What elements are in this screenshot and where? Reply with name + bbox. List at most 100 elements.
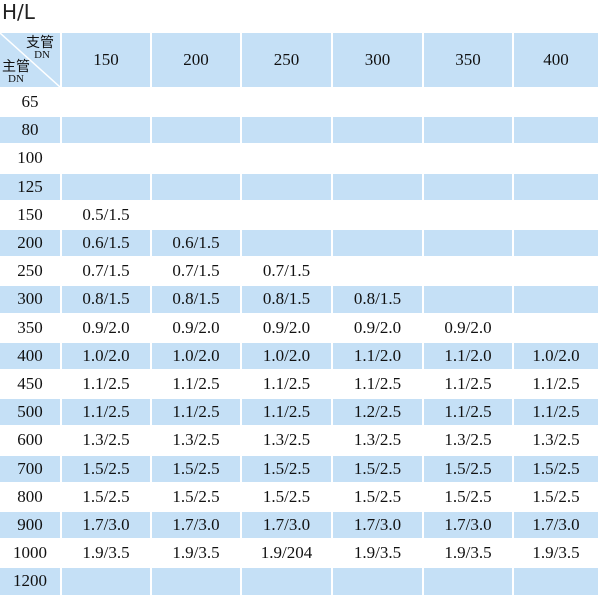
value-cell: 1.5/2.5: [152, 483, 242, 512]
value-cell: [152, 89, 242, 118]
value-cell: 1.1/2.5: [514, 399, 600, 428]
value-cell: 1.7/3.0: [152, 512, 242, 541]
value-cell: 0.6/1.5: [62, 230, 152, 259]
value-cell: 1.7/3.0: [62, 512, 152, 541]
column-header: 200: [152, 33, 242, 89]
corner-label: DN: [34, 49, 50, 61]
value-cell: 1.5/2.5: [514, 483, 600, 512]
value-cell: 1.1/2.5: [333, 371, 424, 400]
row-label: 450: [0, 371, 62, 400]
value-cell: [242, 89, 333, 118]
value-cell: [242, 173, 333, 202]
row-label: 350: [0, 314, 62, 343]
value-cell: [514, 173, 600, 202]
row-label: 150: [0, 201, 62, 230]
row-label: 700: [0, 455, 62, 484]
row-label: 80: [0, 117, 62, 146]
column-header: 350: [424, 33, 514, 89]
value-cell: 1.2/2.5: [333, 399, 424, 428]
row-label: 400: [0, 342, 62, 371]
value-cell: 1.3/2.5: [514, 427, 600, 456]
value-cell: [333, 258, 424, 287]
value-cell: [514, 258, 600, 287]
value-cell: 1.9/3.5: [62, 540, 152, 569]
value-cell: 1.1/2.5: [152, 371, 242, 400]
value-cell: 1.1/2.5: [242, 371, 333, 400]
value-cell: 1.7/3.0: [514, 512, 600, 541]
value-cell: 1.5/2.5: [62, 483, 152, 512]
value-cell: 1.1/2.0: [424, 342, 514, 371]
value-cell: [62, 89, 152, 118]
value-cell: 0.9/2.0: [62, 314, 152, 343]
value-cell: [514, 230, 600, 259]
title: H/L: [2, 0, 35, 24]
value-cell: 1.3/2.5: [62, 427, 152, 456]
value-cell: [152, 145, 242, 174]
value-cell: 1.7/3.0: [242, 512, 333, 541]
row-label: 900: [0, 512, 62, 541]
value-cell: 1.1/2.5: [424, 371, 514, 400]
value-cell: [333, 117, 424, 146]
value-cell: [62, 117, 152, 146]
value-cell: 1.3/2.5: [424, 427, 514, 456]
value-cell: 0.7/1.5: [62, 258, 152, 287]
value-cell: 1.5/2.5: [424, 483, 514, 512]
row-label: 250: [0, 258, 62, 287]
value-cell: [333, 568, 424, 597]
value-cell: 1.5/2.5: [333, 483, 424, 512]
value-cell: [514, 145, 600, 174]
value-cell: 1.3/2.5: [333, 427, 424, 456]
value-cell: 1.9/3.5: [152, 540, 242, 569]
value-cell: 1.5/2.5: [152, 455, 242, 484]
corner-label: DN: [8, 73, 24, 85]
value-cell: [242, 230, 333, 259]
value-cell: [62, 568, 152, 597]
value-cell: 1.1/2.5: [62, 399, 152, 428]
value-cell: [514, 314, 600, 343]
value-cell: 0.8/1.5: [62, 286, 152, 315]
value-cell: [333, 89, 424, 118]
value-cell: 0.9/2.0: [152, 314, 242, 343]
value-cell: 1.1/2.5: [152, 399, 242, 428]
row-label: 100: [0, 145, 62, 174]
value-cell: [242, 145, 333, 174]
value-cell: [424, 201, 514, 230]
row-label: 125: [0, 173, 62, 202]
value-cell: 1.9/204: [242, 540, 333, 569]
value-cell: 1.3/2.5: [242, 427, 333, 456]
value-cell: [333, 201, 424, 230]
corner-label: 主管: [2, 60, 30, 75]
value-cell: [514, 201, 600, 230]
column-header: 400: [514, 33, 600, 89]
value-cell: [152, 117, 242, 146]
value-cell: [514, 568, 600, 597]
value-cell: 0.6/1.5: [152, 230, 242, 259]
value-cell: [424, 89, 514, 118]
value-cell: [152, 201, 242, 230]
value-cell: [152, 173, 242, 202]
value-cell: [424, 568, 514, 597]
row-label: 65: [0, 89, 62, 118]
value-cell: 1.1/2.0: [333, 342, 424, 371]
value-cell: 1.5/2.5: [333, 455, 424, 484]
value-cell: 0.9/2.0: [333, 314, 424, 343]
value-cell: 1.7/3.0: [424, 512, 514, 541]
value-cell: 1.9/3.5: [514, 540, 600, 569]
value-cell: 1.9/3.5: [333, 540, 424, 569]
value-cell: 0.8/1.5: [152, 286, 242, 315]
row-label: 600: [0, 427, 62, 456]
value-cell: 0.7/1.5: [152, 258, 242, 287]
value-cell: [242, 201, 333, 230]
value-cell: [514, 286, 600, 315]
value-cell: 1.5/2.5: [424, 455, 514, 484]
value-cell: 1.0/2.0: [242, 342, 333, 371]
value-cell: 0.8/1.5: [242, 286, 333, 315]
value-cell: 1.5/2.5: [62, 455, 152, 484]
value-cell: [62, 173, 152, 202]
value-cell: [152, 568, 242, 597]
value-cell: [242, 568, 333, 597]
value-cell: 1.0/2.0: [62, 342, 152, 371]
value-cell: 1.0/2.0: [152, 342, 242, 371]
value-cell: 1.0/2.0: [514, 342, 600, 371]
